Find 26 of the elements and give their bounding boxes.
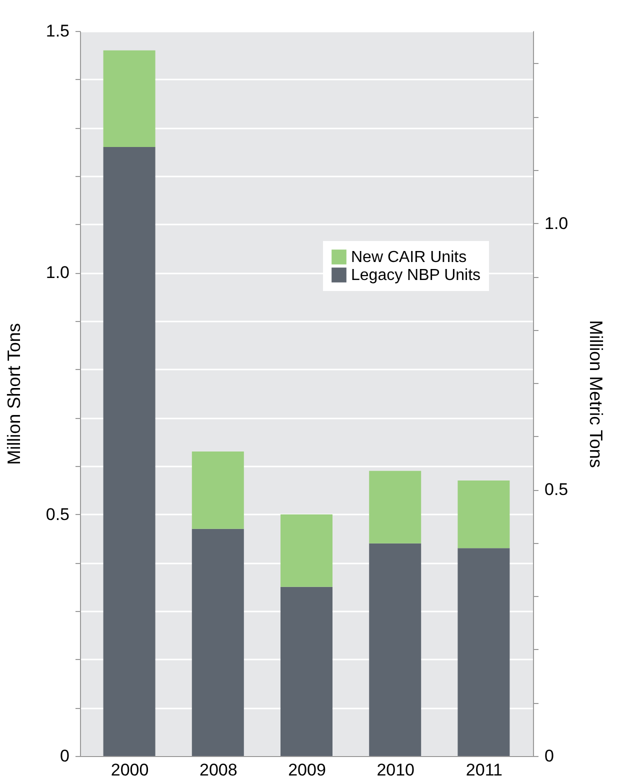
bar xyxy=(369,543,422,756)
bar xyxy=(458,480,510,548)
bar xyxy=(192,452,244,529)
bar xyxy=(369,470,422,544)
bar xyxy=(192,528,244,756)
bar xyxy=(103,147,156,756)
x-tick-label: 2009 xyxy=(288,760,326,780)
legend-label: Legacy NBP Units xyxy=(351,267,481,284)
bar xyxy=(280,514,332,587)
y-tick-label: 0.5 xyxy=(46,504,70,524)
y2-tick-label: 0 xyxy=(544,746,554,766)
x-tick-label: 2010 xyxy=(376,760,415,780)
bar xyxy=(280,586,332,756)
bar xyxy=(103,50,156,147)
x-tick-label: 2011 xyxy=(466,760,502,780)
x-tick-label: 2000 xyxy=(110,760,149,780)
y2-tick-label: 0.5 xyxy=(544,480,568,500)
bar xyxy=(458,548,510,756)
y-tick-label: 0 xyxy=(60,746,70,766)
y-axis-title: Million Short Tons xyxy=(4,323,24,465)
x-tick-label: 2008 xyxy=(199,760,238,780)
legend-label: New CAIR Units xyxy=(351,249,467,266)
y-tick-label: 1.5 xyxy=(46,22,70,40)
y2-axis-title: Million Metric Tons xyxy=(586,320,606,468)
y2-tick-label: 1.0 xyxy=(544,214,568,233)
y-tick-label: 1.0 xyxy=(46,263,70,282)
